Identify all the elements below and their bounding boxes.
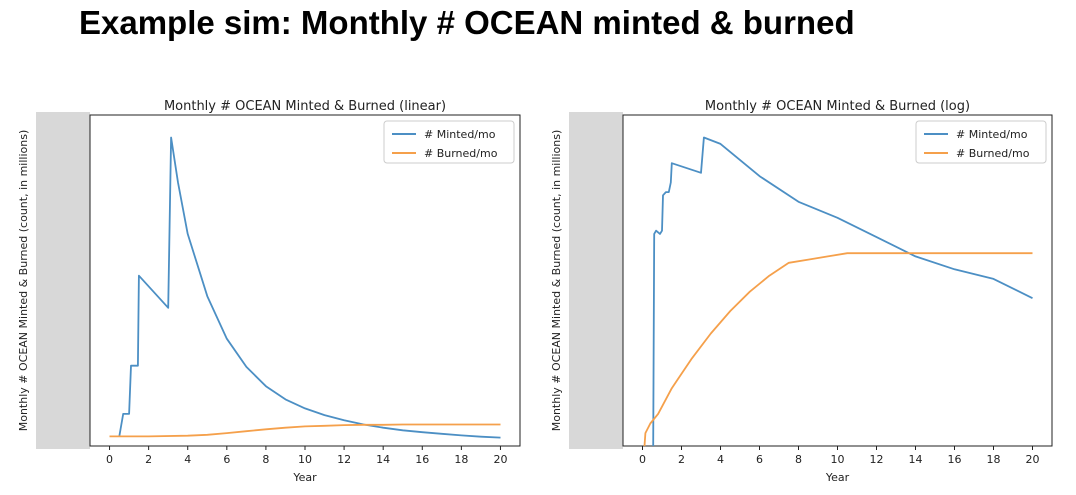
y-axis-mask (36, 112, 90, 449)
legend-box (915, 120, 1047, 164)
legend-label: # Burned/mo (956, 147, 1030, 160)
x-tick-label: 18 (987, 453, 1001, 466)
x-tick-label: 10 (831, 453, 845, 466)
x-tick-label: 20 (493, 453, 507, 466)
x-tick-label: 12 (337, 453, 351, 466)
x-tick-label: 2 (678, 453, 685, 466)
x-tick-label: 6 (223, 453, 230, 466)
plot-frame (89, 114, 521, 447)
x-tick-label: 4 (717, 453, 724, 466)
x-tick-label: 10 (298, 453, 312, 466)
x-tick-label: 0 (106, 453, 113, 466)
legend-box (383, 120, 515, 164)
x-axis-label: Year (825, 471, 850, 484)
x-tick-label: 8 (262, 453, 269, 466)
y-axis-mask (569, 112, 623, 449)
y-axis-label: Monthly # OCEAN Minted & Burned (count, … (17, 130, 30, 432)
legend-label: # Minted/mo (424, 128, 496, 141)
series-line (109, 423, 501, 438)
x-tick-label: 14 (909, 453, 923, 466)
series-line (652, 136, 1033, 447)
x-tick-label: 12 (870, 453, 884, 466)
chart-title: Monthly # OCEAN Minted & Burned (linear) (164, 99, 446, 114)
x-tick-label: 2 (145, 453, 152, 466)
x-tick-label: 14 (376, 453, 390, 466)
x-tick-label: 16 (415, 453, 429, 466)
page-title: Example sim: Monthly # OCEAN minted & bu… (79, 4, 855, 41)
x-tick-label: 4 (184, 453, 191, 466)
x-tick-label: 16 (948, 453, 962, 466)
x-tick-label: 20 (1026, 453, 1040, 466)
plot-frame (622, 114, 1053, 447)
series-line (118, 136, 501, 439)
x-tick-label: 18 (454, 453, 468, 466)
x-axis-label: Year (292, 471, 317, 484)
y-axis-label: Monthly # OCEAN Minted & Burned (count, … (550, 130, 563, 432)
legend-label: # Minted/mo (956, 128, 1028, 141)
chart-title: Monthly # OCEAN Minted & Burned (log) (705, 99, 970, 114)
legend-label: # Burned/mo (424, 147, 498, 160)
x-tick-label: 6 (756, 453, 763, 466)
x-tick-label: 8 (795, 453, 802, 466)
series-line (643, 252, 1033, 447)
x-tick-label: 0 (639, 453, 646, 466)
